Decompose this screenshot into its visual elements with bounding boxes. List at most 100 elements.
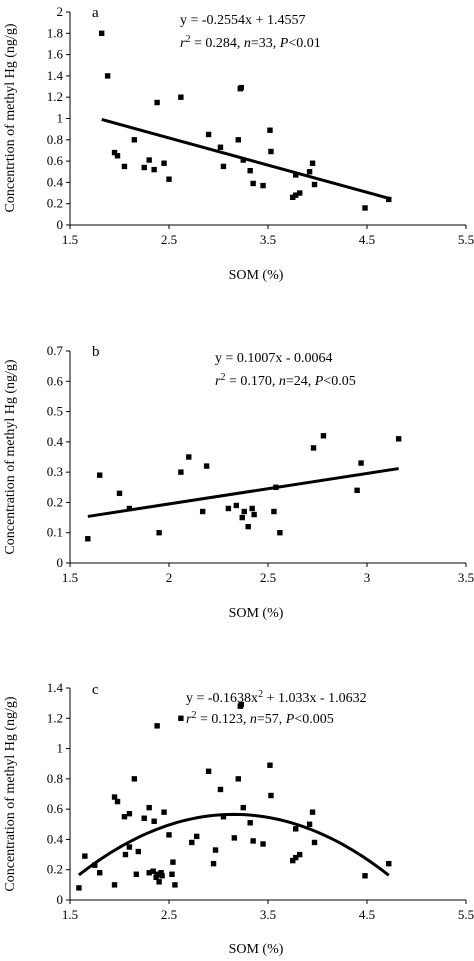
- x-tick-label: 5.5: [458, 907, 474, 922]
- data-point: [245, 523, 251, 530]
- data-point: [290, 194, 296, 201]
- data-point: [121, 163, 128, 170]
- data-point: [150, 868, 156, 874]
- data-point: [311, 839, 318, 846]
- y-tick-label: 0.5: [47, 404, 63, 419]
- data-point: [309, 160, 316, 166]
- x-axis-label: SOM (%): [229, 942, 284, 957]
- data-point: [260, 182, 266, 189]
- data-point: [199, 508, 206, 515]
- data-point: [178, 94, 184, 100]
- data-point: [271, 508, 277, 515]
- trend-line: [87, 467, 399, 518]
- y-tick-label: 1.2: [47, 710, 63, 725]
- y-tick-label: 0: [57, 892, 64, 907]
- data-point: [238, 701, 244, 708]
- data-point: [250, 838, 256, 844]
- y-tick-label: 0.6: [47, 153, 64, 168]
- data-point: [203, 463, 210, 469]
- data-point: [249, 505, 255, 512]
- data-point: [362, 205, 368, 211]
- data-point: [98, 30, 105, 36]
- y-axis-label: Concentration of methyl Hg (ng/g): [3, 359, 18, 555]
- data-point: [121, 814, 128, 820]
- data-point: [172, 882, 178, 888]
- data-point: [268, 148, 274, 155]
- data-point: [141, 164, 147, 171]
- data-point: [178, 715, 184, 721]
- y-axis-label: Concentration of methyl Hg (ng/g): [3, 696, 18, 892]
- data-point: [386, 860, 392, 867]
- data-point: [116, 490, 123, 497]
- data-point: [178, 469, 184, 475]
- data-point: [170, 859, 176, 865]
- y-tick-label: 0.2: [47, 494, 63, 509]
- data-point: [217, 144, 224, 150]
- data-point: [76, 885, 82, 891]
- data-point: [161, 809, 167, 815]
- data-point: [311, 181, 318, 188]
- data-point: [233, 502, 240, 509]
- y-tick-label: 0.4: [47, 434, 64, 449]
- data-point: [212, 847, 219, 853]
- data-point: [293, 172, 299, 178]
- y-tick-label: 0: [57, 217, 64, 232]
- y-tick-label: 0: [57, 555, 64, 570]
- chart-panel-b: 0 0.1 0.2 0.3 0.4 0.5 0.6 0.7 1.5 2 2.5 3 3.5 SOM (%)…: [3, 343, 474, 621]
- x-tick-label: 4.5: [359, 907, 375, 922]
- data-point: [92, 862, 98, 868]
- y-tick-label: 1.8: [47, 25, 63, 40]
- data-point: [154, 871, 160, 877]
- chart-panel-a: 0 0.2 0.4 0.6 0.8 1 1.2 1.4 1.6 1.8 2 1.5 2.5 3.5 4.5 5…: [3, 4, 474, 283]
- data-point: [97, 472, 103, 478]
- data-point: [247, 167, 253, 174]
- data-point: [151, 818, 157, 824]
- data-point: [156, 530, 162, 536]
- data-point: [82, 853, 88, 859]
- data-point: [240, 804, 246, 811]
- data-point: [260, 841, 266, 847]
- data-point: [267, 762, 273, 768]
- data-point: [251, 511, 257, 518]
- data-point: [277, 530, 283, 536]
- y-tick-label: 1.2: [47, 89, 63, 104]
- y-tick-label: 0.6: [47, 373, 64, 388]
- y-tick-label: 0.4: [47, 831, 64, 846]
- panel-letter: a: [92, 5, 99, 21]
- data-point: [122, 851, 129, 858]
- data-point: [217, 786, 224, 793]
- x-tick-label: 1.5: [62, 232, 78, 247]
- y-tick-label: 1: [57, 741, 64, 756]
- data-point: [194, 833, 200, 840]
- data-point: [97, 870, 103, 876]
- data-point: [154, 99, 160, 106]
- data-point: [114, 798, 121, 805]
- data-point: [131, 137, 138, 143]
- chart-panel-c: 0 0.2 0.4 0.6 0.8 1 1.2 1.4 1.5 2.5 3.5 4.5 5.5 SOM (…: [3, 680, 474, 957]
- x-tick-label: 2.5: [161, 232, 177, 247]
- regression-stats: r2 = 0.123, n=57, P<0.005: [186, 710, 334, 728]
- data-point: [159, 873, 165, 879]
- y-axis-label: Concentrtion of methyl Hg (ng/g): [3, 23, 18, 212]
- regression-stats: r2 = 0.284, n=33, P<0.01: [180, 34, 321, 52]
- data-point: [146, 870, 152, 876]
- data-point: [111, 794, 118, 800]
- y-tick-label: 0.2: [47, 862, 63, 877]
- panel-letter: c: [92, 682, 99, 698]
- x-tick-label: 3.5: [260, 907, 276, 922]
- data-point: [238, 84, 244, 91]
- data-point: [296, 851, 303, 858]
- data-point: [241, 508, 247, 515]
- data-point: [111, 882, 118, 888]
- y-tick-label: 0.3: [47, 464, 63, 479]
- data-point: [358, 460, 364, 466]
- x-tick-label: 3.5: [260, 232, 276, 247]
- y-tick-label: 0.6: [47, 801, 64, 816]
- x-tick-label: 1.5: [62, 907, 78, 922]
- data-point: [114, 153, 121, 159]
- data-point: [354, 487, 360, 494]
- data-point: [239, 514, 245, 521]
- data-point: [386, 196, 392, 203]
- data-point: [141, 815, 147, 821]
